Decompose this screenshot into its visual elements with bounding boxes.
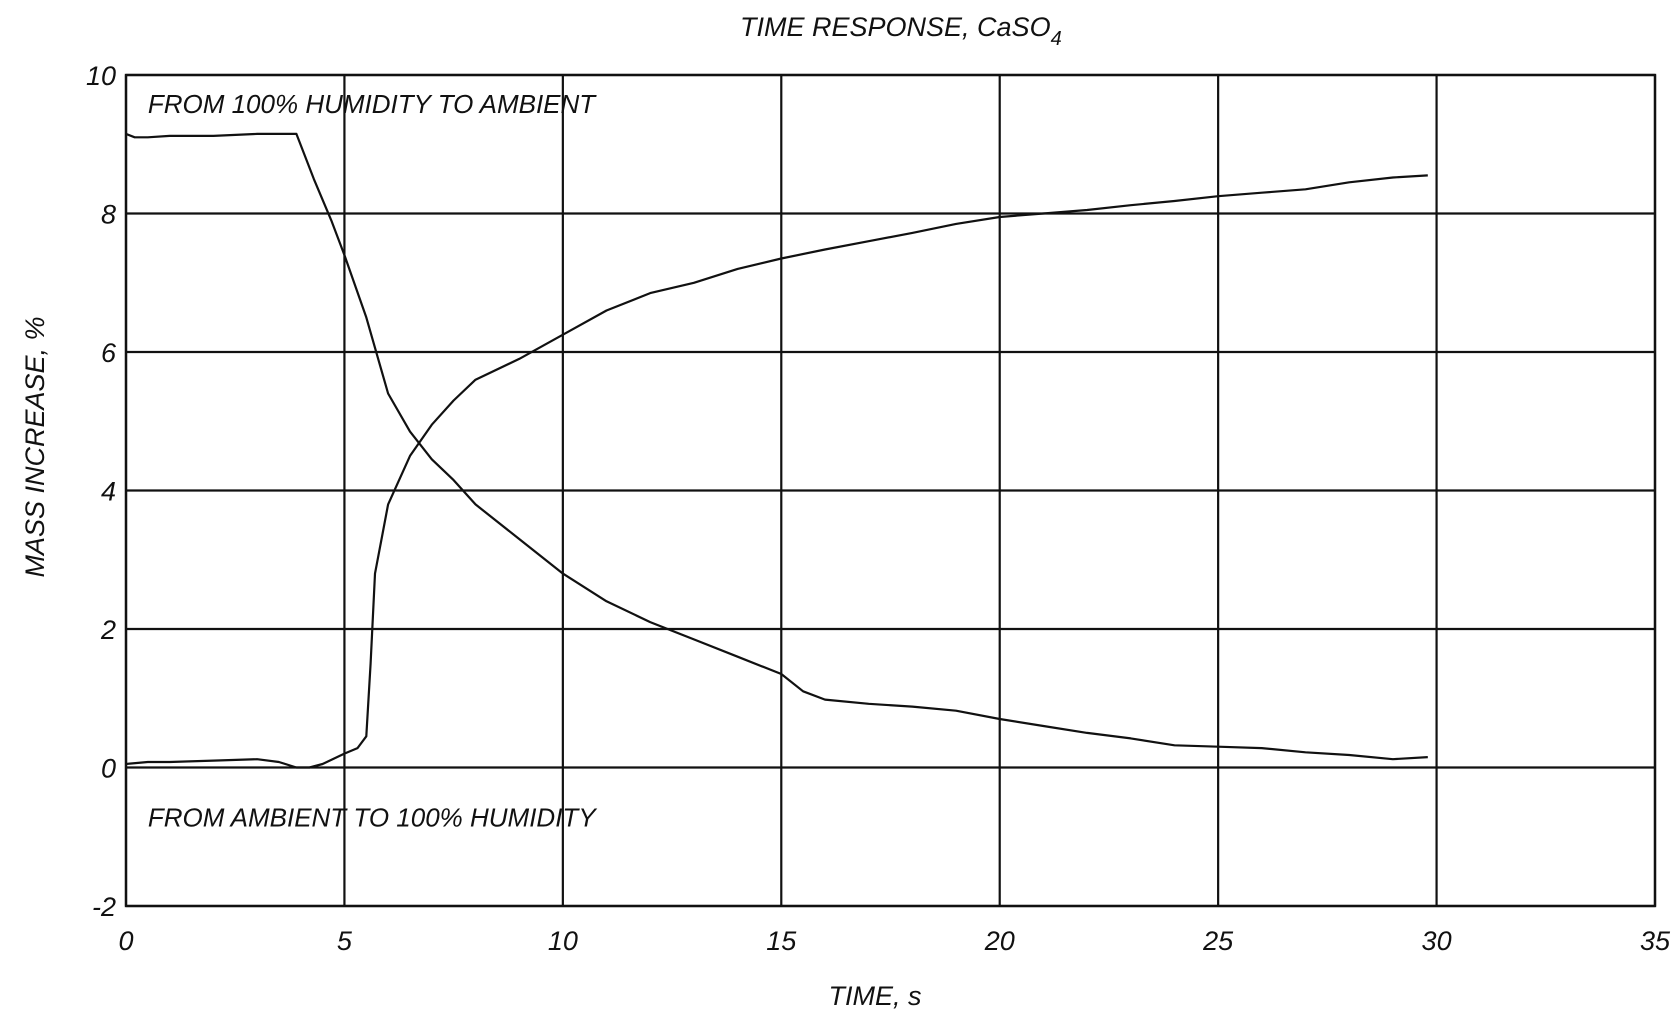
series-line-1 [125,132,1428,761]
y-tick-label: 0 [101,754,116,784]
y-tick-label: 10 [86,61,116,91]
plot-frame [124,73,1657,908]
y-axis-label: MASS INCREASE, % [20,316,50,577]
x-tick-label: 20 [984,926,1015,956]
series-line-2 [125,174,1428,769]
x-axis-label: TIME, s [829,981,922,1011]
y-tick-label: -2 [92,892,116,922]
annotation-1: FROM 100% HUMIDITY TO AMBIENT [148,89,597,119]
x-tick-label: 25 [1202,926,1234,956]
y-tick-label: 2 [100,615,116,645]
x-tick-labels: 0 5 10 15 20 25 30 35 [118,926,1671,956]
y-tick-labels: -2 0 2 4 6 8 10 [86,61,117,922]
x-tick-label: 30 [1422,926,1452,956]
x-tick-label: 15 [766,926,797,956]
chart-title: TIME RESPONSE, CaSO4 [740,12,1062,50]
x-tick-label: 0 [118,926,133,956]
x-tick-label: 35 [1640,926,1671,956]
y-tick-label: 4 [101,477,116,507]
x-tick-label: 10 [548,926,578,956]
gridlines [124,73,1657,908]
y-tick-label: 6 [101,338,117,368]
x-tick-label: 5 [337,926,353,956]
annotation-layer: FROM 100% HUMIDITY TO AMBIENT FROM AMBIEN… [148,89,597,832]
y-tick-label: 8 [101,200,116,230]
series-layer [125,132,1428,769]
annotation-2: FROM AMBIENT TO 100% HUMIDITY [148,802,597,832]
